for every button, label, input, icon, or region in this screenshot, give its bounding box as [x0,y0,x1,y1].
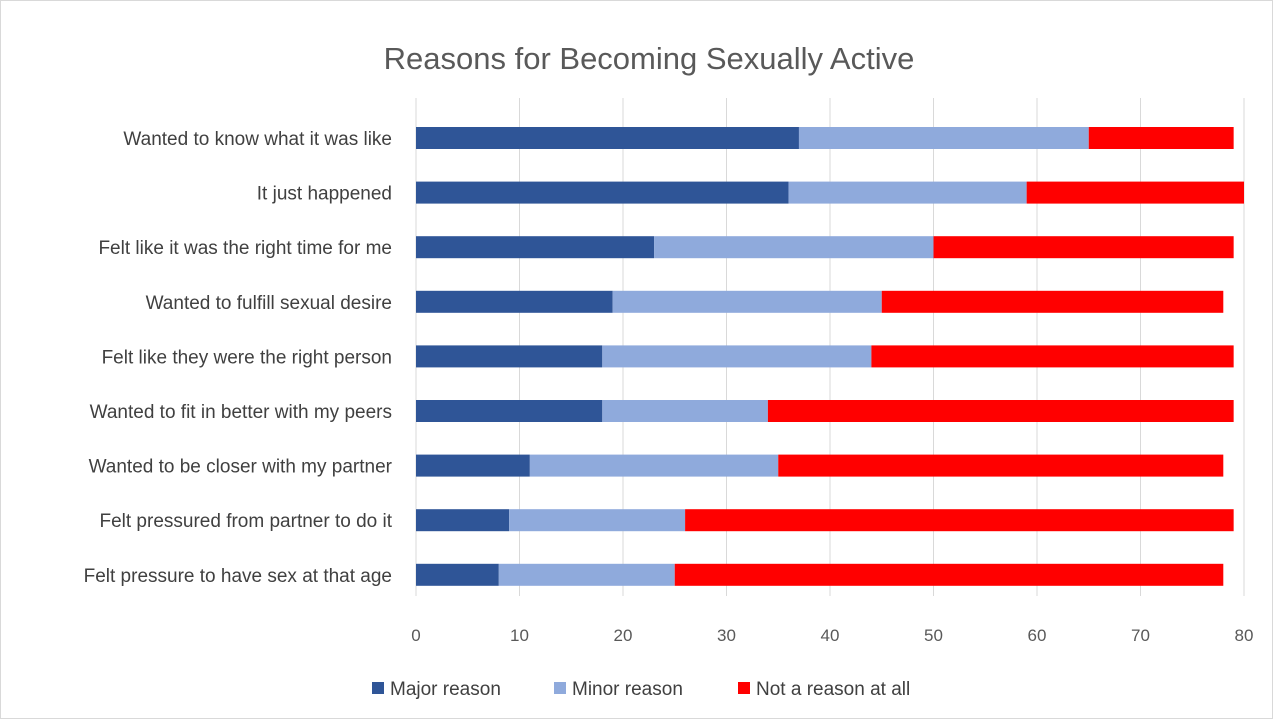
x-tick-label: 80 [1235,626,1254,645]
category-label: Wanted to know what it was like [123,129,392,150]
legend-swatch [738,682,750,694]
category-label: Felt like it was the right time for me [98,238,392,259]
bar-minor-reason-3 [612,290,882,313]
legend-swatch [372,682,384,694]
bar-minor-reason-2 [654,236,934,259]
x-axis-tick-labels: 0 10 20 30 40 50 60 70 80 [411,626,1253,645]
bar-minor-reason-6 [529,454,779,477]
bar-major-reason-7 [416,509,510,532]
bar-major-reason-3 [416,290,613,313]
category-label: Felt pressure to have sex at that age [84,566,392,587]
x-tick-label: 70 [1131,626,1150,645]
category-labels: Wanted to know what it was like It just h… [84,129,393,587]
bar-major-reason-6 [416,454,530,477]
bar-not-a-reason-at-all-3 [881,290,1224,313]
legend-label: Minor reason [572,679,683,700]
bar-not-a-reason-at-all-5 [767,400,1234,422]
legend-label: Not a reason at all [756,679,910,700]
bar-not-a-reason-at-all-7 [685,509,1234,532]
bar-minor-reason-7 [509,509,686,532]
bar-minor-reason-1 [788,181,1027,204]
category-label: Wanted to fulfill sexual desire [146,293,392,314]
bar-major-reason-5 [416,400,603,422]
x-tick-label: 50 [924,626,943,645]
x-tick-label: 20 [614,626,633,645]
x-tick-label: 10 [510,626,529,645]
legend-swatch [554,682,566,694]
bar-minor-reason-5 [602,400,768,422]
bars [416,127,1244,586]
bar-not-a-reason-at-all-6 [778,454,1224,477]
bar-minor-reason-4 [602,345,872,368]
bar-not-a-reason-at-all-8 [674,563,1224,586]
category-label: Wanted to fit in better with my peers [90,402,392,423]
bar-major-reason-2 [416,236,655,259]
bar-not-a-reason-at-all-4 [871,345,1234,368]
bar-minor-reason-0 [798,127,1089,149]
bar-major-reason-4 [416,345,603,368]
category-label: Felt pressured from partner to do it [99,511,392,532]
x-tick-label: 30 [717,626,736,645]
bar-minor-reason-8 [498,563,675,586]
bar-not-a-reason-at-all-2 [933,236,1234,259]
legend: Major reason Minor reason Not a reason at … [372,679,910,700]
x-tick-label: 60 [1028,626,1047,645]
legend-label: Major reason [390,679,501,700]
bar-not-a-reason-at-all-0 [1088,127,1234,149]
bar-major-reason-1 [416,181,789,204]
x-tick-label: 0 [411,626,420,645]
bar-not-a-reason-at-all-1 [1026,181,1244,204]
category-label: Felt like they were the right person [102,347,392,368]
category-label: Wanted to be closer with my partner [89,457,393,478]
category-label: It just happened [257,184,392,205]
x-tick-label: 40 [821,626,840,645]
bar-major-reason-0 [416,127,799,149]
chart-title: Reasons for Becoming Sexually Active [384,41,915,76]
bar-major-reason-8 [416,563,499,586]
